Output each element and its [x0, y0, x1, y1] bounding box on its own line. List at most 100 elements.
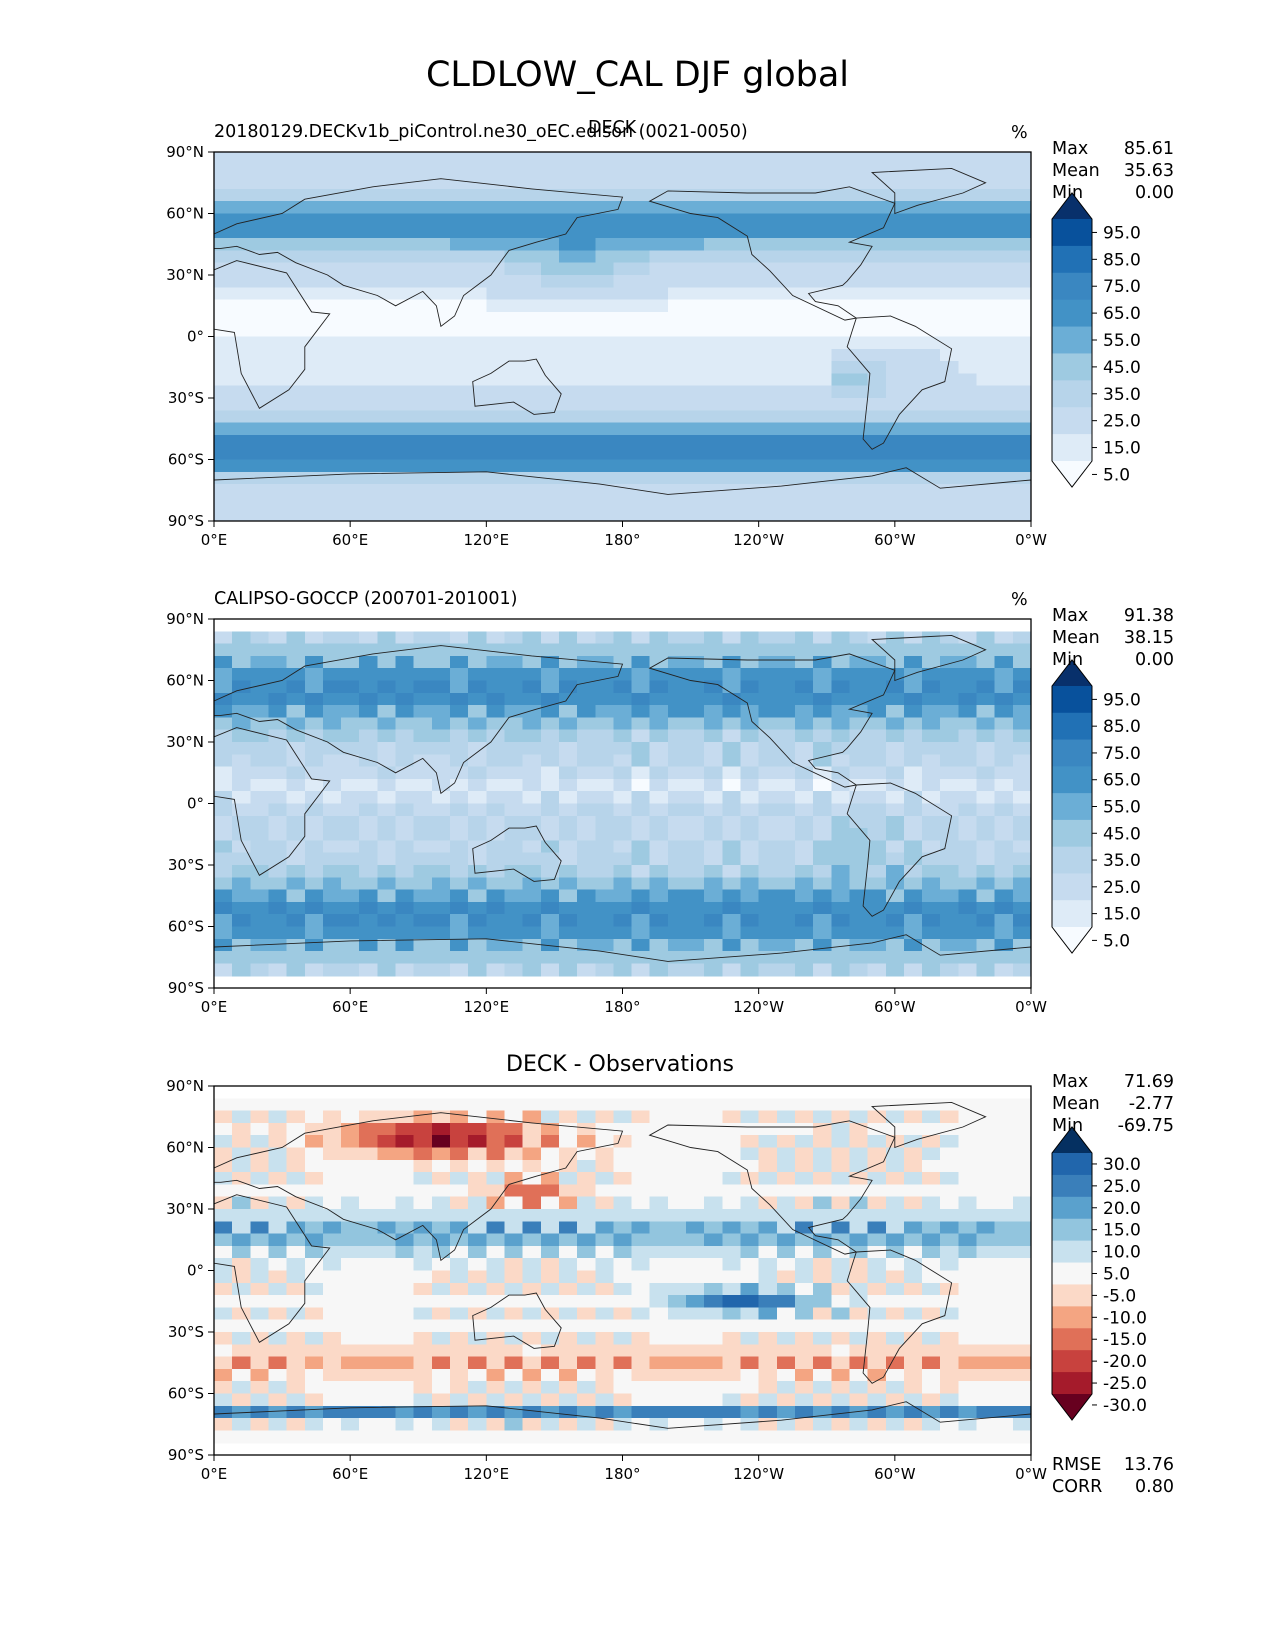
- map-cell: [540, 1344, 560, 1358]
- map-cell: [540, 1258, 560, 1272]
- map-cell: [558, 1147, 578, 1161]
- map-cell: [558, 1258, 578, 1272]
- map-cell: [649, 152, 669, 165]
- map-cell: [522, 1368, 542, 1382]
- map-cell: [540, 1209, 560, 1222]
- x-tick-label: 180°: [604, 998, 640, 1016]
- map-cell: [885, 717, 905, 731]
- map-cell: [867, 1368, 887, 1382]
- map-cell: [794, 250, 814, 264]
- map-cell: [268, 926, 288, 940]
- map-cell: [595, 262, 615, 276]
- map-cell: [922, 1233, 941, 1247]
- map-cell: [504, 201, 524, 215]
- map-cell: [214, 262, 233, 276]
- map-cell: [813, 250, 832, 264]
- map-cell: [595, 324, 615, 338]
- map-cell: [377, 938, 397, 952]
- map-cell: [322, 373, 342, 387]
- map-cell: [431, 889, 451, 903]
- map-cell: [794, 152, 814, 165]
- map-cell: [359, 1196, 378, 1210]
- map-cell: [722, 914, 742, 928]
- map-cell: [359, 373, 378, 387]
- map-cell: [577, 877, 596, 891]
- map-cell: [813, 422, 832, 436]
- map-cell: [813, 373, 832, 387]
- map-cell: [867, 471, 887, 485]
- map-cell: [232, 410, 251, 424]
- map-cell: [232, 275, 251, 288]
- map-cell: [613, 508, 633, 521]
- map-cell: [976, 1282, 996, 1296]
- map-cell: [250, 385, 270, 399]
- map-cell: [631, 901, 651, 915]
- map-cell: [268, 164, 288, 178]
- map-cell: [831, 1368, 851, 1382]
- map-cell: [232, 680, 251, 694]
- map-cell: [595, 152, 615, 165]
- map-cell: [922, 225, 941, 239]
- map-cell: [631, 471, 651, 485]
- map-cell: [486, 201, 506, 215]
- map-cell: [286, 287, 306, 301]
- map-cell: [558, 1196, 578, 1210]
- map-cell: [413, 484, 433, 497]
- map-cell: [558, 951, 578, 964]
- map-cell: [867, 1270, 887, 1284]
- map-cell: [994, 1172, 1014, 1185]
- map-cell: [704, 1282, 723, 1296]
- map-cell: [867, 963, 887, 977]
- map-cell: [958, 631, 978, 645]
- map-cell: [595, 889, 615, 903]
- map-cell: [885, 815, 905, 829]
- map-cell: [341, 348, 360, 362]
- map-cell: [1012, 1258, 1031, 1272]
- map-cell: [504, 1332, 524, 1345]
- map-cell: [486, 484, 506, 497]
- map-cell: [885, 1307, 905, 1321]
- map-cell: [631, 1430, 651, 1444]
- map-cell: [395, 926, 415, 940]
- map-cell: [794, 176, 814, 190]
- map-cell: [849, 1381, 869, 1395]
- map-cell: [431, 1159, 451, 1173]
- map-cell: [740, 176, 760, 190]
- map-cell: [413, 373, 433, 387]
- map-cell: [250, 188, 270, 202]
- map-cell: [631, 778, 651, 792]
- map-cell: [922, 680, 941, 694]
- colorbar-extend-bottom: [1052, 927, 1092, 953]
- map-cell: [686, 852, 705, 866]
- map-cell: [522, 188, 542, 202]
- map-cell: [794, 692, 814, 706]
- map-cell: [558, 225, 578, 239]
- map-cell: [595, 385, 615, 399]
- map-cell: [631, 668, 651, 682]
- map-cell: [540, 1332, 560, 1345]
- map-cell: [341, 385, 360, 399]
- map-cell: [413, 311, 433, 325]
- map-cell: [722, 828, 742, 841]
- map-cell: [958, 705, 978, 718]
- map-cell: [268, 1430, 288, 1444]
- map-cell: [413, 1405, 433, 1419]
- map-cell: [976, 742, 996, 755]
- map-cell: [304, 1430, 324, 1444]
- map-cell: [849, 471, 869, 485]
- map-cell: [450, 1110, 469, 1124]
- map-cell: [885, 152, 905, 165]
- map-cell: [250, 201, 270, 215]
- map-cell: [540, 262, 560, 276]
- map-cell: [740, 287, 760, 301]
- map-cell: [867, 655, 887, 669]
- map-cell: [286, 188, 306, 202]
- map-cell: [359, 496, 378, 510]
- map-cell: [577, 361, 596, 374]
- map-cell: [286, 692, 306, 706]
- map-cell: [468, 778, 487, 792]
- map-cell: [450, 1368, 469, 1382]
- map-cell: [558, 434, 578, 448]
- map-cell: [468, 1233, 487, 1247]
- map-cell: [286, 422, 306, 436]
